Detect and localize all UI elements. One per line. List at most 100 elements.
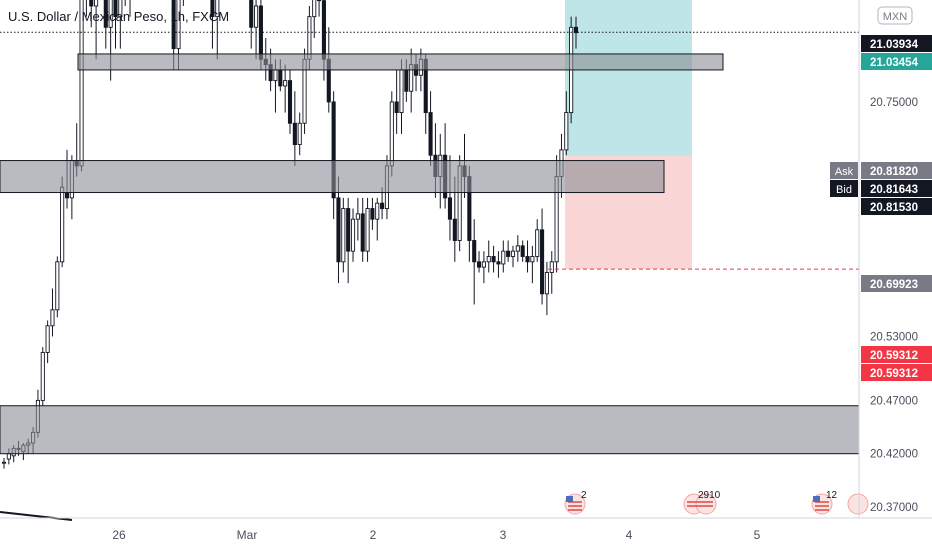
candle-body	[278, 69, 283, 87]
candle-body	[496, 261, 501, 265]
candle-body	[331, 101, 336, 199]
candle	[428, 91, 433, 166]
candle	[350, 208, 356, 262]
candle	[477, 251, 482, 273]
trend-line[interactable]	[0, 511, 73, 521]
candle-body	[113, 0, 118, 18]
candle-body	[249, 0, 254, 28]
ask-label: Ask	[830, 162, 858, 179]
candle	[520, 240, 525, 262]
candle-body	[171, 0, 176, 50]
candle	[287, 69, 293, 134]
candle-body	[486, 256, 491, 263]
event-label: 2910	[698, 490, 721, 501]
candle-body	[341, 208, 346, 263]
event-marker[interactable]	[847, 493, 869, 515]
price-tag-stop-line: 20.59312	[861, 364, 932, 381]
price-tag-high: 21.03934	[861, 35, 932, 52]
candle-body	[549, 261, 554, 273]
event-marker[interactable]: 2910	[683, 490, 721, 515]
candle	[45, 320, 50, 364]
candle-body	[40, 351, 45, 401]
price-tag-entry: 20.69923	[861, 275, 932, 292]
candle	[94, 0, 99, 60]
bid-label: Bid	[830, 180, 858, 197]
candle	[496, 251, 501, 278]
candle	[40, 347, 45, 406]
candle	[506, 240, 511, 262]
candle	[525, 240, 530, 273]
candle-body	[491, 256, 496, 263]
candle-body	[355, 213, 360, 220]
candle-body	[481, 261, 486, 268]
candle	[573, 16, 579, 49]
candle-body	[520, 245, 525, 257]
candle-body	[365, 208, 370, 252]
candle	[375, 197, 380, 241]
candle	[171, 0, 176, 70]
candle-body	[399, 69, 404, 114]
currency-badge[interactable]: MXN	[877, 6, 913, 25]
profit-zone[interactable]	[565, 0, 692, 157]
candle-body	[273, 69, 278, 82]
candle-body	[515, 245, 520, 252]
candle	[1, 457, 7, 469]
candle	[249, 0, 254, 49]
candle	[510, 245, 516, 268]
candle-body	[312, 0, 317, 18]
svg-text:MXN: MXN	[883, 11, 908, 23]
candle-body	[215, 0, 220, 18]
svg-text:20.59312: 20.59312	[870, 350, 918, 362]
candle	[79, 0, 84, 172]
sr-zone[interactable]	[0, 405, 860, 455]
candle-body	[540, 229, 545, 295]
candle	[549, 251, 554, 294]
sr-zone[interactable]	[77, 53, 724, 71]
svg-text:Ask: Ask	[835, 166, 854, 178]
candle	[317, 0, 322, 17]
candle-body	[6, 453, 11, 460]
candle	[210, 0, 215, 49]
y-tick-label: 20.37000	[870, 502, 918, 514]
candle	[370, 197, 375, 230]
candle-body	[389, 101, 394, 167]
candle-body	[210, 0, 215, 18]
chart-title: U.S. Dollar / Mexican Peso, 1h, FXCM	[8, 9, 229, 24]
candle-body	[64, 192, 70, 199]
candle	[501, 240, 506, 273]
candle-body	[55, 261, 60, 311]
candle-body	[346, 208, 351, 252]
candle	[215, 0, 220, 60]
candle-body	[297, 122, 302, 146]
candle	[55, 256, 60, 318]
candle	[535, 219, 540, 262]
candle	[355, 197, 360, 241]
candle-body	[428, 112, 433, 156]
event-marker[interactable]: 2	[564, 490, 587, 515]
candle-body	[89, 0, 94, 7]
price-tag-bid: 20.81643	[861, 180, 932, 197]
candle	[50, 288, 55, 337]
sr-zone[interactable]	[0, 160, 665, 194]
candle-body	[321, 0, 326, 60]
candle	[365, 197, 370, 262]
event-marker[interactable]: 12	[811, 490, 838, 515]
candle-body	[375, 202, 380, 220]
candle-body	[530, 256, 535, 263]
candle-body	[317, 0, 322, 2]
candle-body	[336, 197, 341, 263]
candle-body	[573, 26, 579, 34]
y-tick-label: 20.53000	[870, 331, 918, 343]
y-tick-label: 20.42000	[870, 449, 918, 461]
svg-text:20.59312: 20.59312	[870, 368, 918, 380]
price-tag-stop: 20.59312	[861, 346, 932, 363]
candle-body	[108, 0, 113, 28]
candle-body	[510, 250, 516, 257]
candle-body	[544, 272, 549, 295]
candle-body	[380, 202, 385, 209]
candle	[254, 0, 259, 60]
candle	[297, 112, 302, 156]
candle	[360, 197, 365, 262]
candle-body	[254, 5, 259, 28]
